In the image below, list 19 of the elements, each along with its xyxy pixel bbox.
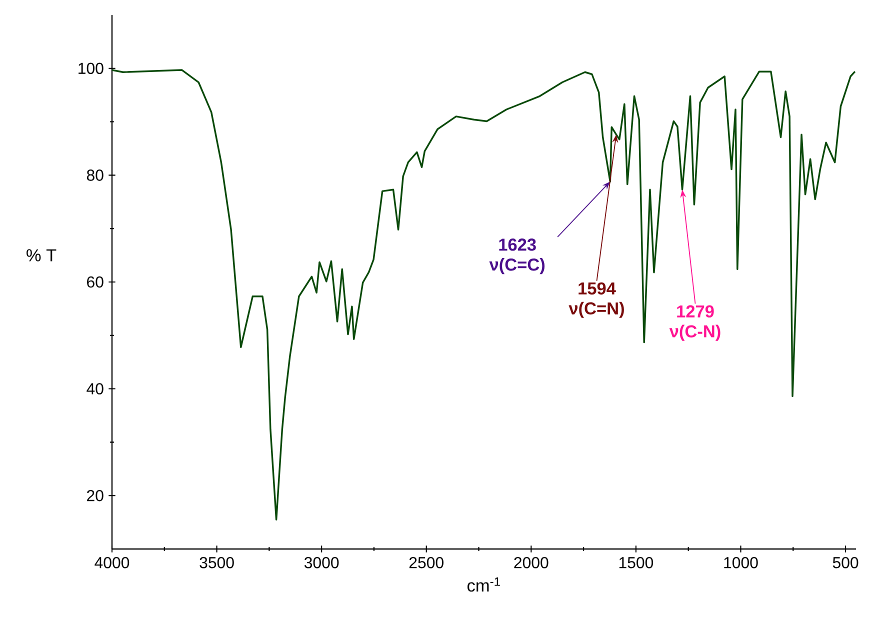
y-tick-label: 100 <box>78 62 104 74</box>
x-tick-label: 2500 <box>409 557 444 568</box>
line-series <box>112 69 856 520</box>
y-tick-label: 20 <box>87 490 104 502</box>
x-tick-label: 3000 <box>304 557 339 568</box>
x-axis-title: cm$^{-1}$ <box>468 577 500 592</box>
x-tick-label: 1500 <box>619 557 654 568</box>
x-tick-label: 500 <box>832 557 858 568</box>
annotation: 1279 ν(C-N) <box>669 305 720 341</box>
x-tick-label: 2000 <box>514 557 548 568</box>
x-tick-label: 4000 <box>94 557 130 568</box>
y-tick-label: 40 <box>86 383 104 394</box>
annotation: 1623 ν(C=C) <box>489 238 545 274</box>
y-tick-label: 80 <box>86 170 104 181</box>
y-tick-label: 60 <box>87 276 104 288</box>
x-tick-label: 1000 <box>724 557 758 568</box>
y-axis-title: % T <box>26 249 56 262</box>
annotation: 1594 ν(C=N) <box>568 282 624 318</box>
x-tick-label: 3500 <box>200 557 234 568</box>
